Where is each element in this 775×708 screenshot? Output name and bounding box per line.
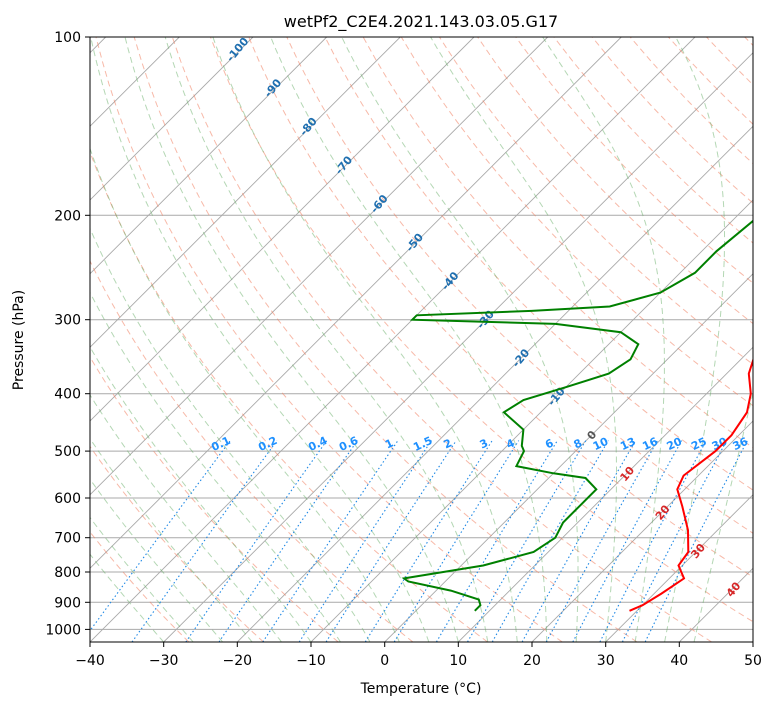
temperature-profile-line — [629, 357, 753, 612]
x-tick-label: −20 — [223, 653, 253, 669]
mixing-ratio-line — [644, 440, 748, 642]
x-tick-label: 50 — [744, 653, 762, 669]
mixing-ratio-line — [364, 440, 493, 642]
mixing-ratio-label: 25 — [689, 435, 708, 453]
mixing-ratio-label: 30 — [710, 435, 730, 453]
mixing-ratio-line — [521, 440, 637, 642]
y-axis-label: Pressure (hPa) — [11, 290, 27, 390]
profile-series — [401, 219, 753, 612]
isotherm-line — [384, 273, 753, 642]
isotherm-line — [605, 494, 753, 642]
dry-adiabat-line — [515, 37, 753, 284]
moist-adiabat-line — [341, 37, 579, 642]
mixing-ratio-line — [545, 440, 659, 642]
mixing-ratio-line — [298, 440, 432, 642]
dry-adiabat-line — [324, 37, 753, 491]
mixing-ratio-line — [393, 440, 520, 642]
mixing-ratio-label: 10 — [591, 435, 611, 453]
moist-adiabat-line — [124, 37, 459, 642]
y-tick-label: 1000 — [45, 622, 81, 638]
dry-adiabat-line — [286, 37, 753, 534]
isotherm-line — [90, 37, 549, 496]
mixing-ratio-line — [572, 440, 683, 642]
mixing-ratio-label: 36 — [731, 435, 751, 453]
isotherm-line — [236, 125, 753, 642]
isotherm-line — [90, 37, 254, 201]
dry-adiabat-lines — [90, 37, 753, 642]
mixing-ratio-line — [325, 440, 457, 642]
moist-adiabat-line — [90, 478, 223, 642]
moist-adiabat-line — [542, 37, 665, 642]
x-tick-label: −30 — [149, 653, 179, 669]
mixing-ratio-line — [131, 440, 278, 642]
mixing-ratio-label: 16 — [640, 435, 660, 453]
x-tick-label: 40 — [670, 653, 688, 669]
moist-adiabat-line — [90, 516, 194, 642]
y-tick-label: 400 — [54, 387, 81, 403]
isotherm-line — [90, 37, 401, 348]
x-tick-label: 0 — [380, 653, 389, 669]
y-axis-ticks: 100 200 300 400 500 600 700 800 900 1000 — [45, 30, 90, 638]
dry-adiabat-line — [90, 259, 414, 642]
x-axis-ticks: −40 −30 −20 −10 0 10 20 30 40 50 — [75, 642, 762, 669]
moist-adiabat-line — [90, 37, 430, 642]
plot-frame — [89, 36, 754, 643]
mixing-ratio-label: 20 — [665, 435, 685, 453]
y-tick-label: 300 — [54, 313, 81, 329]
dry-adiabat-line — [90, 445, 264, 642]
isotherm-line — [90, 37, 622, 569]
moist-adiabat-line — [90, 345, 312, 642]
mixing-ratio-line — [90, 440, 231, 632]
mixing-ratio-line — [185, 440, 328, 642]
dry-adiabat-line — [90, 356, 339, 642]
mixing-ratio-line — [467, 440, 587, 642]
x-tick-label: 20 — [523, 653, 541, 669]
chart-title: wetPf2_C2E4.2021.143.03.05.G17 — [284, 12, 558, 32]
y-tick-label: 500 — [54, 444, 81, 460]
moist-adiabat-line — [664, 37, 726, 642]
moist-adiabat-line — [270, 37, 548, 642]
mixing-ratio-label: 13 — [618, 435, 637, 453]
moist-adiabat-lines — [90, 37, 753, 642]
dry-adiabat-line — [171, 37, 712, 642]
isotherm-line — [531, 420, 753, 642]
x-axis-label: Temperature (°C) — [360, 681, 482, 697]
dry-adiabat-line — [95, 37, 563, 642]
y-tick-label: 900 — [54, 595, 81, 611]
dewpoint-profile-line — [401, 219, 753, 612]
plot-area: -100-90-80-70-60-50-40-30-20-10010203040… — [90, 37, 753, 642]
isotherm-line — [90, 37, 328, 275]
mixing-ratio-lines — [90, 440, 748, 642]
x-tick-label: 30 — [597, 653, 615, 669]
y-tick-label: 700 — [54, 531, 81, 547]
moist-adiabat-line — [90, 553, 165, 642]
mixing-ratio-line — [491, 440, 609, 642]
y-tick-label: 800 — [54, 565, 81, 581]
y-tick-label: 600 — [54, 491, 81, 507]
moist-adiabat-line — [430, 37, 617, 642]
dry-adiabat-line — [248, 37, 753, 578]
isotherm-line — [90, 37, 696, 642]
mixing-ratio-line — [262, 440, 399, 642]
mixing-ratio-line — [435, 440, 558, 642]
moist-adiabat-line — [212, 37, 518, 642]
y-tick-label: 100 — [54, 30, 81, 46]
isotherm-line — [163, 52, 753, 642]
isotherm-line — [457, 346, 753, 642]
dry-adiabat-line — [210, 37, 753, 623]
isotherm-line — [90, 37, 475, 422]
moist-adiabat-line — [90, 291, 341, 642]
moist-adiabat-line — [90, 227, 371, 642]
x-tick-label: −40 — [75, 653, 105, 669]
x-tick-label: 10 — [449, 653, 467, 669]
x-tick-label: −10 — [296, 653, 326, 669]
y-tick-label: 200 — [54, 208, 81, 224]
isotherm-lines — [90, 37, 753, 642]
moist-adiabat-line — [90, 437, 253, 642]
moist-adiabat-line — [90, 394, 282, 642]
moist-adiabat-line — [693, 390, 753, 642]
